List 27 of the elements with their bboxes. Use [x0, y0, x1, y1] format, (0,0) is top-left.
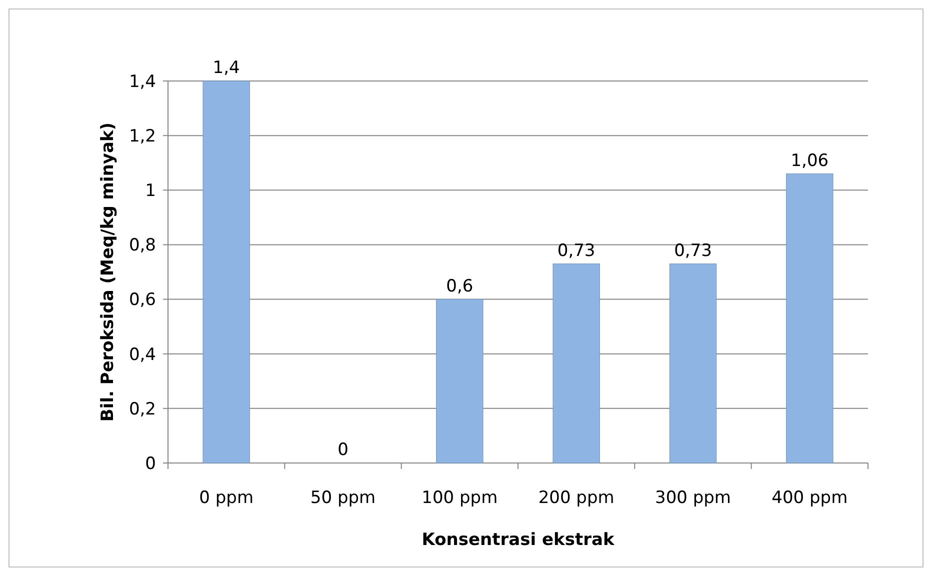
bar: [786, 174, 834, 464]
y-axis-title: Bil. Peroksida (Meq/kg minyak): [98, 122, 118, 422]
bar: [202, 80, 250, 464]
data-label: 0: [338, 440, 348, 460]
x-tick-label: 200 ppm: [538, 488, 614, 508]
y-tick-label: 1,4: [128, 72, 156, 92]
data-label: 1,06: [790, 150, 829, 171]
y-tick-label: 1: [145, 181, 156, 202]
x-tick-label: 50 ppm: [310, 488, 376, 508]
data-label: 0,73: [557, 240, 596, 261]
x-tick-label: 0 ppm: [199, 488, 254, 508]
y-tick-label: 0,2: [128, 399, 156, 420]
data-label: 1,4: [212, 58, 240, 78]
y-tick-label: 0,8: [128, 236, 156, 256]
x-tick-label: 300 ppm: [655, 488, 731, 508]
y-tick-label: 0,4: [128, 344, 156, 365]
x-tick-label: 400 ppm: [772, 488, 848, 508]
y-tick-label: 0: [145, 454, 156, 474]
x-axis-title: Konsentrasi ekstrak: [422, 530, 615, 550]
data-label: 0,73: [674, 240, 712, 261]
bar: [436, 299, 484, 464]
bar: [552, 264, 600, 464]
y-tick-label: 1,2: [128, 126, 156, 147]
bar: [669, 264, 717, 464]
data-label: 0,6: [446, 276, 474, 296]
y-tick-label: 0,6: [128, 290, 156, 310]
x-tick-label: 100 ppm: [422, 488, 498, 508]
